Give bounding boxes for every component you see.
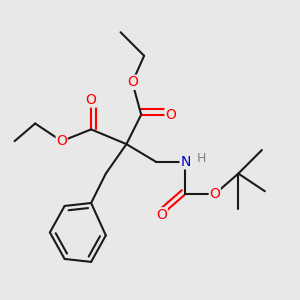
- Text: N: N: [180, 155, 190, 169]
- Text: H: H: [197, 152, 206, 165]
- Text: O: O: [127, 75, 138, 89]
- Text: O: O: [86, 93, 97, 107]
- Text: O: O: [165, 108, 176, 122]
- Text: O: O: [56, 134, 67, 148]
- Text: O: O: [209, 187, 220, 201]
- Text: O: O: [156, 208, 167, 222]
